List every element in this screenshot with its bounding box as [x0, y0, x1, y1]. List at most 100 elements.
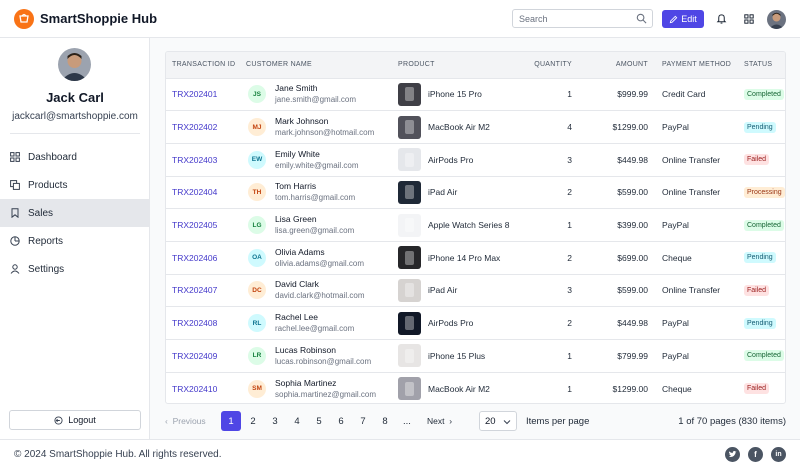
product-cell: iPhone 15 Plus: [398, 340, 528, 373]
header-amount[interactable]: AMOUNT: [615, 61, 648, 69]
customer-email: olivia.adams@gmail.com: [275, 258, 365, 268]
transaction-id-link[interactable]: TRX202410: [172, 383, 218, 394]
page-number-button[interactable]: 7: [360, 415, 366, 427]
transactions-table: TRANSACTION ID CUSTOMER NAME PRODUCT QUA…: [165, 51, 786, 404]
table-row[interactable]: TRX202406 OA Olivia Adams olivia.adams@g…: [166, 241, 785, 274]
quantity-value: 1: [567, 89, 572, 100]
search-icon[interactable]: [636, 13, 647, 24]
next-page-button[interactable]: Next ›: [427, 416, 452, 426]
customer-name: Mark Johnson: [275, 116, 329, 127]
page-number-button[interactable]: 1: [221, 411, 241, 431]
logout-button[interactable]: Logout: [9, 410, 141, 430]
table-row[interactable]: TRX202408 RL Rachel Lee rachel.lee@gmail…: [166, 306, 785, 340]
customer-initials-avatar: LG: [248, 216, 266, 235]
transaction-id-link[interactable]: TRX202406: [172, 252, 218, 263]
previous-page-button[interactable]: ‹ Previous: [165, 416, 206, 426]
status-badge: Pending: [744, 252, 776, 264]
page-number-button[interactable]: 6: [338, 415, 344, 427]
next-label: Next: [427, 416, 445, 426]
pagination-summary: 1 of 70 pages (830 items): [678, 416, 786, 427]
product-thumbnail: [398, 377, 421, 401]
header-product[interactable]: PRODUCT: [398, 61, 435, 69]
linkedin-icon[interactable]: in: [771, 447, 786, 462]
page-number-button[interactable]: 3: [272, 415, 278, 427]
transaction-id-link[interactable]: TRX202403: [172, 154, 218, 165]
pencil-icon: [669, 15, 678, 23]
customer-name: Lucas Robinson: [275, 344, 336, 355]
sidebar-item-sales[interactable]: Sales: [0, 199, 149, 227]
transaction-id-link[interactable]: TRX202408: [172, 318, 218, 329]
page-number-button[interactable]: 5: [316, 415, 322, 427]
quantity-value: 1: [567, 220, 572, 231]
product-cell: MacBook Air M2: [398, 111, 528, 144]
sidebar-item-reports[interactable]: Reports: [0, 227, 149, 255]
transaction-id-link[interactable]: TRX202409: [172, 350, 218, 361]
customer-initials-avatar: MJ: [248, 118, 266, 137]
payment-method-value: PayPal: [662, 350, 689, 361]
user-avatar[interactable]: [767, 10, 786, 29]
table-row[interactable]: TRX202407 DC David Clark david.clark@hot…: [166, 274, 785, 307]
quantity-value: 2: [567, 318, 572, 329]
header-transaction-id[interactable]: TRANSACTION ID: [172, 61, 236, 69]
app-title: SmartShoppie Hub: [40, 11, 158, 26]
payment-method-value: PayPal: [662, 220, 689, 231]
user-icon: [10, 264, 20, 274]
twitter-icon[interactable]: [725, 447, 740, 462]
sidebar-item-label: Settings: [28, 263, 65, 275]
page-number-button[interactable]: 4: [294, 415, 300, 427]
header-status[interactable]: STATUS: [744, 61, 773, 69]
bell-icon[interactable]: [716, 13, 727, 24]
page-number-button[interactable]: 8: [382, 415, 388, 427]
transaction-id-link[interactable]: TRX202404: [172, 187, 218, 198]
customer-name: Rachel Lee: [275, 312, 319, 323]
status-badge: Pending: [744, 121, 776, 133]
header-payment-method[interactable]: PAYMENT METHOD: [662, 61, 732, 69]
customer-initials-avatar: LR: [248, 346, 266, 365]
quantity-value: 3: [567, 285, 572, 296]
table-row[interactable]: TRX202404 TH Tom Harris tom.harris@gmail…: [166, 176, 785, 209]
quantity-value: 3: [567, 154, 572, 165]
edit-button[interactable]: Edit: [662, 10, 704, 28]
table-row[interactable]: TRX202402 MJ Mark Johnson mark.johnson@h…: [166, 110, 785, 144]
table-row[interactable]: TRX202401 JS Jane Smith jane.smith@gmail…: [166, 78, 785, 111]
page-size-select[interactable]: 20: [479, 411, 517, 431]
customer-email: rachel.lee@gmail.com: [275, 324, 355, 334]
table-row[interactable]: TRX202405 LG Lisa Green lisa.green@gmail…: [166, 208, 785, 242]
header-quantity[interactable]: QUANTITY: [534, 61, 572, 69]
table-row[interactable]: TRX202403 EW Emily White emily.white@gma…: [166, 143, 785, 176]
sidebar-item-products[interactable]: Products: [0, 171, 149, 199]
chevron-left-icon: ‹: [165, 416, 168, 426]
page-number-button[interactable]: 2: [250, 415, 256, 427]
product-thumbnail: [398, 148, 421, 172]
amount-value: $399.00: [617, 220, 648, 231]
status-badge: Completed: [744, 219, 784, 231]
payment-method-value: PayPal: [662, 122, 689, 133]
products-icon: [10, 180, 20, 190]
quantity-value: 2: [567, 187, 572, 198]
amount-value: $449.98: [617, 154, 648, 165]
search-box[interactable]: [512, 9, 653, 28]
items-per-page-label: Items per page: [526, 416, 590, 427]
header-customer-name[interactable]: CUSTOMER NAME: [246, 61, 312, 69]
quantity-value: 1: [567, 350, 572, 361]
sidebar-item-dashboard[interactable]: Dashboard: [0, 143, 149, 171]
status-badge: Failed: [744, 284, 770, 296]
payment-method-value: Cheque: [662, 383, 692, 394]
table-row[interactable]: TRX202410 SM Sophia Martinez sophia.mart…: [166, 372, 785, 403]
amount-value: $699.00: [617, 252, 648, 263]
facebook-icon[interactable]: f: [748, 447, 763, 462]
product-thumbnail: [398, 180, 421, 204]
transaction-id-link[interactable]: TRX202407: [172, 285, 218, 296]
transaction-id-link[interactable]: TRX202402: [172, 122, 218, 133]
apps-grid-icon[interactable]: [744, 14, 754, 24]
status-cell: Pending: [744, 241, 785, 274]
sidebar-item-settings[interactable]: Settings: [0, 255, 149, 283]
payment-method-value: Online Transfer: [662, 285, 721, 296]
search-input[interactable]: [513, 10, 631, 27]
table-row[interactable]: TRX202409 LR Lucas Robinson lucas.robins…: [166, 339, 785, 373]
customer-cell: LG Lisa Green lisa.green@gmail.com: [246, 209, 398, 242]
reports-icon: [10, 236, 20, 246]
transaction-id-link[interactable]: TRX202401: [172, 89, 218, 100]
main-content: TRANSACTION ID CUSTOMER NAME PRODUCT QUA…: [150, 38, 800, 439]
transaction-id-link[interactable]: TRX202405: [172, 220, 218, 231]
